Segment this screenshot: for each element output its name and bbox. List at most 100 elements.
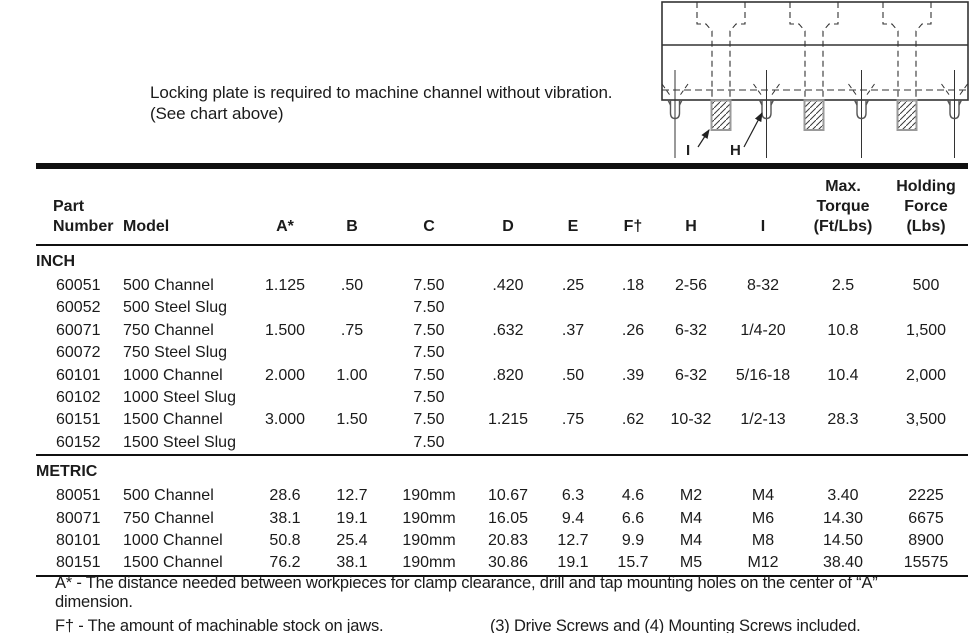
table-cell: 9.4 xyxy=(561,509,585,527)
table-cell: 60152 xyxy=(56,433,101,451)
table-cell: 30.86 xyxy=(487,554,529,572)
table-cell: 1000 Channel xyxy=(123,532,223,550)
table-cell: 6.3 xyxy=(561,487,585,505)
table-cell: 5/16-18 xyxy=(735,366,791,384)
table-cell: M4 xyxy=(751,487,775,505)
table-cell: 500 Steel Slug xyxy=(123,299,228,317)
table-cell xyxy=(884,387,968,409)
table-cell: 76.2 xyxy=(269,554,301,572)
table-cell: 38.1 xyxy=(269,509,301,527)
table-cell: 60101 xyxy=(56,366,101,384)
table-cell: 2-56 xyxy=(674,277,708,294)
table-cell xyxy=(246,297,324,319)
screw-holes xyxy=(667,99,963,120)
screw-centerlines xyxy=(674,70,955,158)
table-row: 80071 750 Channel 38.1 19.1 190mm 16.05 9.4 6.6… xyxy=(36,508,968,530)
section-label-row: METRIC xyxy=(36,454,968,486)
table-cell: 2.5 xyxy=(831,277,855,294)
spec-table: Part Number Model A* B C D E F† H I Max. Torque (Ft/L… xyxy=(36,163,968,577)
table-row: 80051 500 Channel 28.6 12.7 190mm 10.67 6.3 4.6… xyxy=(36,485,968,507)
table-cell xyxy=(884,342,968,364)
table-cell: .26 xyxy=(621,321,645,339)
table-cell: M4 xyxy=(679,532,703,550)
table-cell: 25.4 xyxy=(336,532,368,550)
table-cell: 19.1 xyxy=(336,509,368,527)
table-cell: M12 xyxy=(747,554,779,572)
table-cell: 1500 Channel xyxy=(123,554,223,572)
column-header: F† xyxy=(608,166,658,246)
table-cell: 19.1 xyxy=(557,554,589,572)
steel-slug-sections xyxy=(710,99,918,131)
table-row: 60052 500 Steel Slug 7.50 xyxy=(36,297,968,319)
column-header: Holding Force (Lbs) xyxy=(884,166,968,246)
table-cell: 28.3 xyxy=(827,411,859,429)
countersink-hidden-lines xyxy=(661,83,968,97)
table-cell: 60102 xyxy=(56,389,101,407)
table-cell: 1.50 xyxy=(336,411,368,429)
table-cell: 6-32 xyxy=(674,366,708,384)
label-h: H xyxy=(730,142,741,159)
column-header: A* xyxy=(246,166,324,246)
footnote-f: F† - The amount of machinable stock on j… xyxy=(55,617,384,633)
spec-table-container: Part Number Model A* B C D E F† H I Max. Torque (Ft/L… xyxy=(36,163,968,577)
table-cell: .420 xyxy=(492,277,524,294)
table-cell: 60071 xyxy=(56,321,101,339)
locking-plate-note: Locking plate is required to machine cha… xyxy=(150,82,613,124)
channel-body-outline xyxy=(661,1,969,101)
table-cell: .18 xyxy=(621,277,645,294)
table-cell: 60051 xyxy=(56,277,101,294)
table-row: 60152 1500 Steel Slug 7.50 xyxy=(36,432,968,455)
table-cell: 8900 xyxy=(908,532,944,550)
table-cell: 10-32 xyxy=(670,411,712,429)
table-cell: 3.000 xyxy=(264,411,306,429)
table-cell: 28.6 xyxy=(269,487,301,505)
table-cell xyxy=(324,387,380,409)
table-cell: 9.9 xyxy=(621,532,645,550)
table-cell: 1500 Steel Slug xyxy=(123,433,236,451)
table-row: 60071 750 Channel 1.500 .75 7.50 .632 .37 .26 6-… xyxy=(36,320,968,342)
table-cell: .75 xyxy=(561,411,585,429)
table-cell: M2 xyxy=(679,487,703,505)
table-cell xyxy=(802,432,884,455)
column-header: C xyxy=(380,166,478,246)
locking-plate-note-line1: Locking plate is required to machine cha… xyxy=(150,83,613,102)
table-cell xyxy=(478,342,538,364)
table-cell: 12.7 xyxy=(557,532,589,550)
table-cell: 20.83 xyxy=(487,532,529,550)
table-cell xyxy=(608,432,658,455)
table-cell xyxy=(324,342,380,364)
label-i-arrow xyxy=(697,128,710,148)
table-cell: .62 xyxy=(621,411,645,429)
table-cell: 7.50 xyxy=(413,321,445,339)
table-cell xyxy=(324,297,380,319)
table-cell: 500 Channel xyxy=(123,487,214,505)
table-cell xyxy=(608,342,658,364)
table-cell: 10.4 xyxy=(827,366,859,384)
table-cell: 7.50 xyxy=(413,299,445,317)
column-header: H xyxy=(658,166,724,246)
table-cell: .820 xyxy=(492,366,524,384)
table-cell xyxy=(538,432,608,455)
table-cell: .39 xyxy=(621,366,645,384)
locking-plate-note-line2: (See chart above) xyxy=(150,104,284,123)
table-cell: 7.50 xyxy=(413,411,445,429)
table-cell: 3,500 xyxy=(905,411,947,429)
table-cell: 1.500 xyxy=(264,321,306,339)
table-cell: 80051 xyxy=(56,487,101,505)
table-cell: 1500 Channel xyxy=(123,411,223,429)
table-cell: 12.7 xyxy=(336,487,368,505)
table-cell: .50 xyxy=(340,277,364,294)
table-cell: 1.125 xyxy=(264,277,306,294)
table-cell: 1/4-20 xyxy=(740,321,786,339)
table-row: 60101 1000 Channel 2.000 1.00 7.50 .820 .50 .39… xyxy=(36,365,968,387)
table-cell: 7.50 xyxy=(413,277,445,294)
table-cell: 190mm xyxy=(402,487,456,505)
footnote-a: A* - The distance needed between workpie… xyxy=(55,574,878,611)
table-cell: 7.50 xyxy=(413,433,445,451)
table-cell: 500 Channel xyxy=(123,277,214,294)
table-cell: M6 xyxy=(751,509,775,527)
table-cell: 50.8 xyxy=(269,532,301,550)
table-cell: M8 xyxy=(751,532,775,550)
column-header: D xyxy=(478,166,538,246)
table-cell: 16.05 xyxy=(487,509,529,527)
